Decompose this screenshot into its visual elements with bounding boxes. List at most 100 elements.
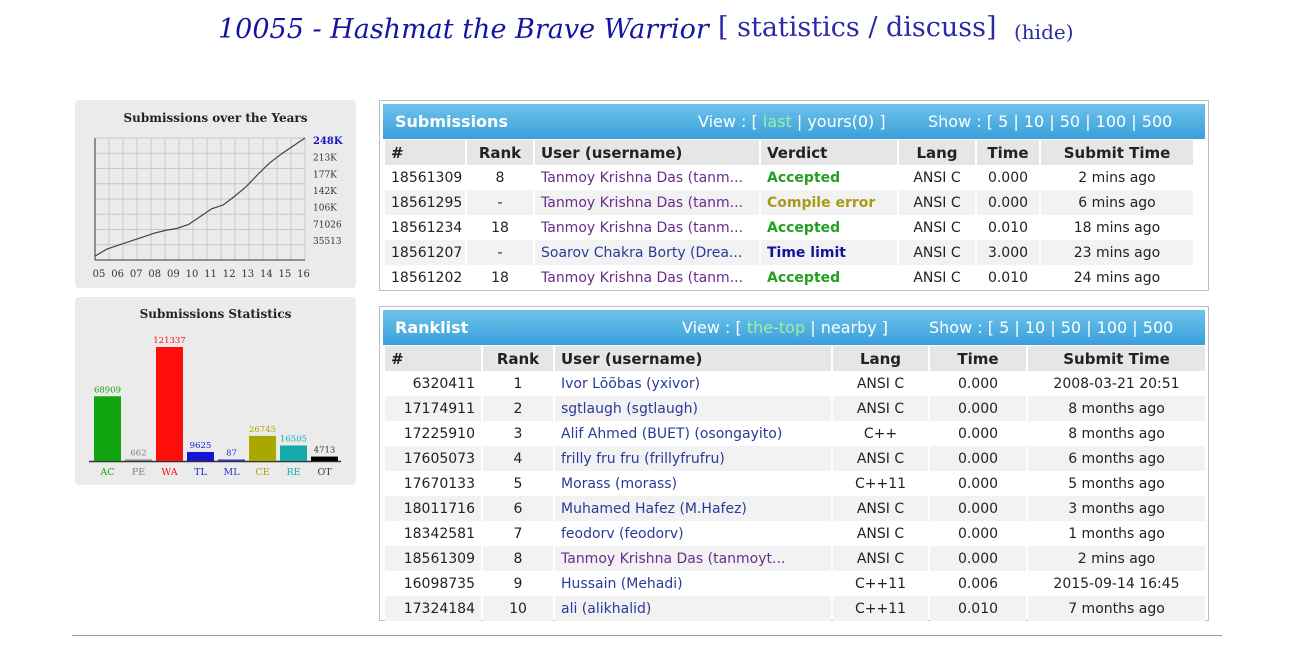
show-50-link[interactable]: 50: [1059, 112, 1081, 131]
show-100-link[interactable]: 100: [1096, 318, 1128, 337]
category-label: ML: [223, 467, 240, 478]
rank-submit-time: 7 months ago: [1028, 596, 1205, 621]
show-5-link[interactable]: 5: [999, 318, 1010, 337]
show-500-link[interactable]: 500: [1141, 112, 1173, 131]
x-tick-label: 12: [223, 269, 236, 280]
col-submit-time: Submit Time: [1041, 140, 1193, 165]
submissions-header-row: # Rank User (username) Verdict Lang Time…: [385, 140, 1193, 165]
rank-submit-time: 8 months ago: [1028, 396, 1205, 421]
ranklist-table: # Rank User (username) Lang Time Submit …: [383, 346, 1207, 621]
statistics-link[interactable]: statistics: [737, 12, 860, 43]
table-row: 17605073 4 frilly fru fru (frillyfrufru)…: [385, 446, 1205, 471]
show-5-link[interactable]: 5: [998, 112, 1009, 131]
col-time: Time: [977, 140, 1039, 165]
show-10-link[interactable]: 10: [1024, 318, 1046, 337]
view-nearby-link[interactable]: nearby: [820, 318, 877, 337]
view-the-top-link[interactable]: the-top: [746, 318, 806, 337]
ranklist-panel: Ranklist View : [ the-top | nearby ] Sho…: [379, 306, 1209, 621]
rank-user-link[interactable]: Ivor Lõõbas (yxivor): [561, 375, 701, 392]
sub-user-link[interactable]: Tanmoy Krishna Das (tanm...: [541, 169, 744, 186]
sub-user-link[interactable]: Tanmoy Krishna Das (tanm...: [535, 190, 759, 215]
view-yours-link[interactable]: yours(0): [807, 112, 875, 131]
category-label: PE: [132, 467, 145, 478]
rank-time: 0.000: [930, 446, 1026, 471]
rank-user-link[interactable]: Alif Ahmed (BUET) (osongayito): [561, 425, 783, 442]
show-10-link[interactable]: 10: [1023, 112, 1045, 131]
rank-user-link[interactable]: Hussain (Mehadi): [561, 575, 683, 592]
sub-lang: ANSI C: [899, 240, 975, 265]
bar-value-label: 26745: [249, 425, 276, 435]
rank-user-link[interactable]: Morass (morass): [561, 475, 678, 492]
sub-id: 18561295: [385, 190, 465, 215]
x-tick-label: 10: [186, 269, 199, 280]
rank-pos: 2: [483, 396, 553, 421]
rank-user-link[interactable]: Muhamed Hafez (M.Hafez): [555, 496, 831, 521]
sub-user-link[interactable]: Soarov Chakra Borty (Drea...: [535, 240, 759, 265]
rank-user-link[interactable]: Tanmoy Krishna Das (tanmoyt...: [555, 546, 831, 571]
rank-user-link[interactable]: ali (alikhalid): [555, 596, 831, 621]
x-tick-label: 16: [297, 269, 310, 280]
rank-id: 17324184: [385, 596, 481, 621]
view-label: View : [: [682, 318, 742, 337]
sub-time: 0.000: [987, 169, 1029, 186]
years-chart: 248K 213K 177K 142K 106K 71026 35513 05 06 07 08 09…: [93, 136, 343, 280]
links-sep: /: [859, 12, 886, 43]
table-row: 18011716 6 Muhamed Hafez (M.Hafez) ANSI …: [385, 496, 1205, 521]
rank-id: 17225910: [403, 425, 475, 442]
bar-value-label: 4713: [314, 446, 336, 456]
table-row: 17324184 10 ali (alikhalid) C++11 0.010 …: [385, 596, 1205, 621]
table-row: 18342581 7 feodorv (feodorv) ANSI C 0.00…: [385, 521, 1205, 546]
col-id: #: [385, 140, 465, 165]
rank-lang: C++11: [854, 575, 907, 592]
rank-time: 0.000: [930, 496, 1026, 521]
rank-lang: C++11: [854, 475, 907, 492]
rank-pos: 1: [513, 375, 523, 392]
series-line: [94, 137, 306, 257]
rank-user-link[interactable]: frilly fru fru (frillyfrufru): [555, 446, 831, 471]
rank-time: 0.010: [930, 596, 1026, 621]
x-tick-label: 09: [167, 269, 180, 280]
sub-time: 0.010: [987, 269, 1029, 286]
sub-lang: ANSI C: [913, 219, 961, 236]
show-100-link[interactable]: 100: [1095, 112, 1127, 131]
y-tick-label: 106K: [313, 204, 337, 214]
category-label: AC: [99, 467, 114, 478]
sub-submit-time: 6 mins ago: [1041, 190, 1193, 215]
show-label: Show : [: [929, 318, 994, 337]
rank-time: 0.000: [957, 525, 999, 542]
discuss-link[interactable]: discuss: [886, 12, 986, 43]
show-500-link[interactable]: 500: [1142, 318, 1174, 337]
rank-lang: ANSI C: [856, 525, 905, 542]
rank-lang: C++: [863, 425, 898, 442]
sub-user-link[interactable]: Tanmoy Krishna Das (tanm...: [541, 269, 744, 286]
table-row: 16098735 9 Hussain (Mehadi) C++11 0.006 …: [385, 571, 1205, 596]
rank-lang: C++11: [833, 596, 928, 621]
view-label: View : [: [698, 112, 758, 131]
rank-time: 0.006: [957, 575, 999, 592]
show-50-link[interactable]: 50: [1060, 318, 1082, 337]
sub-user-link[interactable]: Tanmoy Krishna Das (tanm...: [541, 219, 744, 236]
bar-tl: [187, 451, 214, 461]
rank-user-link[interactable]: feodorv (feodorv): [561, 525, 684, 542]
rank-user-link[interactable]: sgtlaugh (sgtlaugh): [555, 396, 831, 421]
rank-submit-time: 6 months ago: [1028, 446, 1205, 471]
rank-time: 0.000: [930, 396, 1026, 421]
view-sep: |: [810, 318, 816, 337]
bar-value-label: 9625: [190, 441, 212, 451]
hide-link[interactable]: (hide): [1014, 20, 1074, 44]
table-row: 18561309 8 Tanmoy Krishna Das (tanm... A…: [385, 165, 1193, 190]
view-last-link[interactable]: last: [762, 112, 792, 131]
rank-time: 0.000: [957, 375, 999, 392]
bar-wa: [156, 347, 183, 461]
sub-id: 18561309: [391, 169, 463, 186]
x-tick-label: 07: [130, 269, 143, 280]
rank-submit-time: 2 mins ago: [1028, 546, 1205, 571]
rank-submit-time: 3 months ago: [1028, 496, 1205, 521]
links-open: [: [718, 12, 738, 43]
rank-id: 18011716: [385, 496, 481, 521]
col-id: #: [385, 346, 481, 371]
col-verdict: Verdict: [761, 140, 897, 165]
bar-ac: [94, 396, 121, 461]
bar-ot: [311, 456, 338, 461]
table-row: 17225910 3 Alif Ahmed (BUET) (osongayito…: [385, 421, 1205, 446]
